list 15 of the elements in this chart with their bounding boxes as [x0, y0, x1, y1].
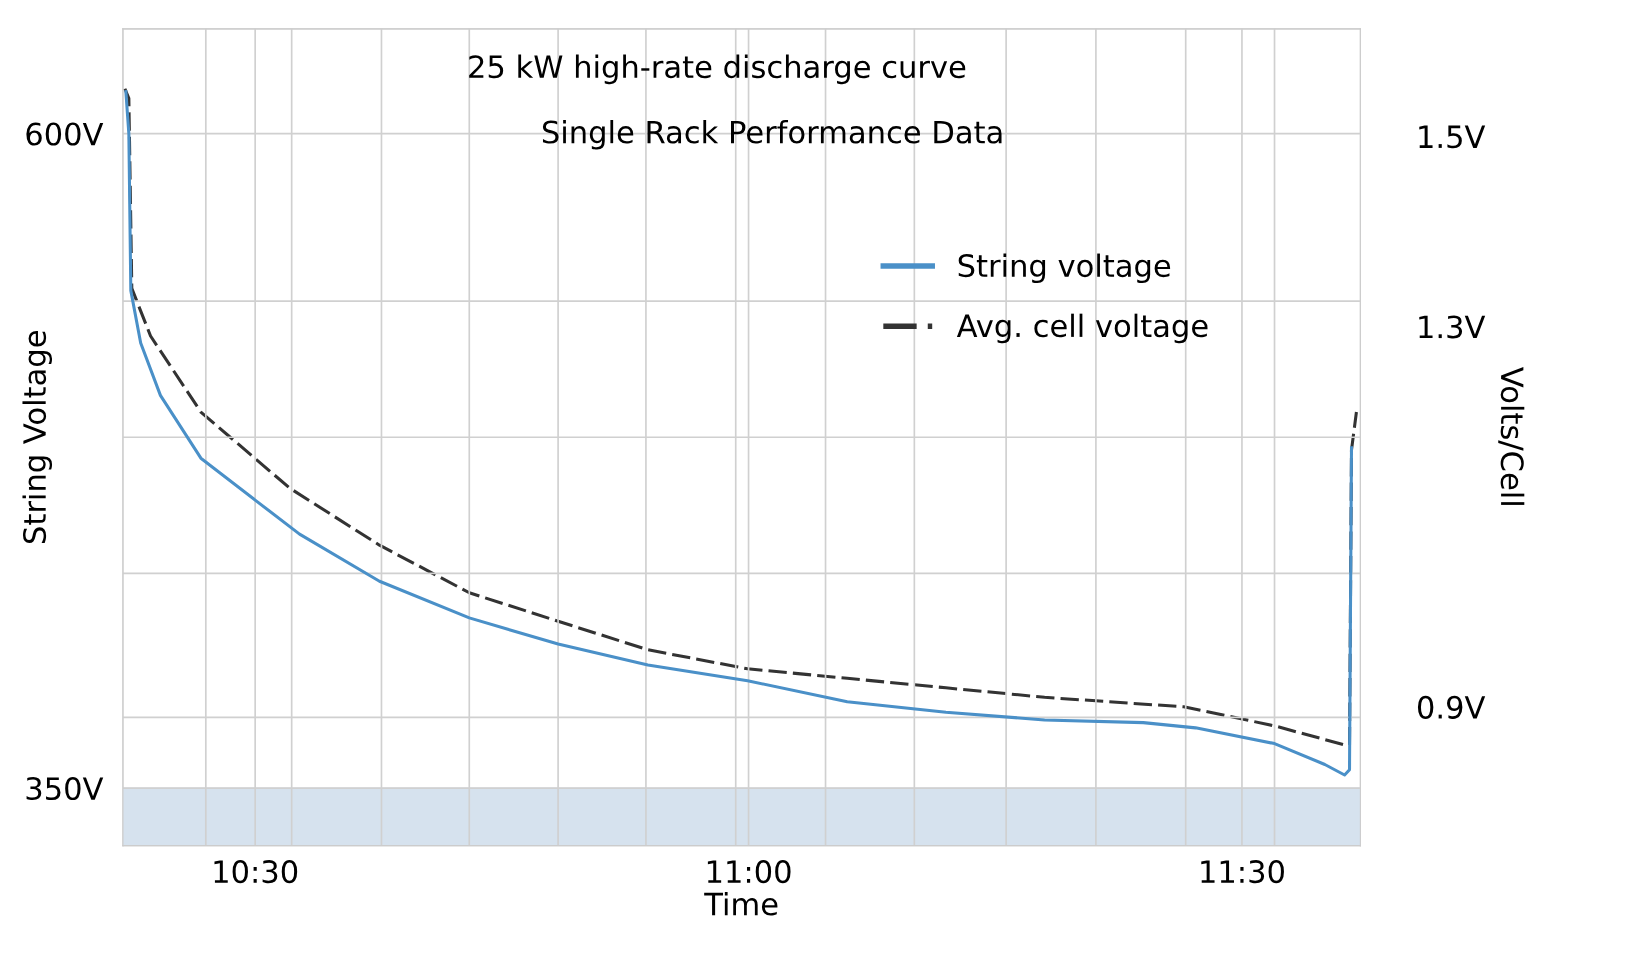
x-tick-label: 11:00 — [707, 860, 791, 884]
legend-label: String voltage — [958, 253, 1171, 284]
x-tick-label: 11:30 — [1201, 860, 1284, 884]
y-axis-title: String Voltage — [22, 331, 53, 543]
y2-axis-title: Volts/Cell — [1498, 366, 1525, 505]
y2-tick-label: 1.5V — [1419, 125, 1486, 149]
text: Single Rack Performance Data — [542, 119, 1002, 150]
text: 25 kW high-rate discharge curve — [469, 54, 966, 85]
legend-label: Avg. cell voltage — [956, 313, 1208, 344]
x-tick-label: 10:30 — [214, 860, 298, 884]
x-axis-title: Time — [704, 891, 778, 916]
y-tick-label: 350V — [26, 777, 104, 801]
y-tick-label: 600V — [26, 122, 104, 146]
y2-tick-label: 1.3V — [1419, 315, 1486, 339]
y2-tick-label: 0.9V — [1417, 695, 1486, 719]
